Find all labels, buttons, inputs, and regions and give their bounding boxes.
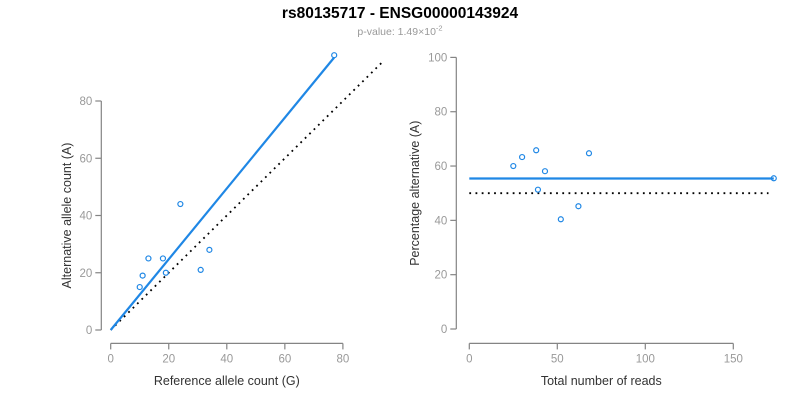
data-point bbox=[510, 162, 517, 170]
x-tick-label: 100 bbox=[636, 353, 655, 365]
data-point bbox=[177, 200, 184, 208]
x-tick-label: 60 bbox=[278, 353, 291, 365]
x-axis-title: Reference allele count (G) bbox=[154, 374, 300, 388]
y-axis-title: Percentage alternative (A) bbox=[408, 121, 422, 266]
x-tick-label: 0 bbox=[466, 353, 472, 365]
data-point bbox=[575, 203, 582, 210]
data-point bbox=[162, 269, 169, 276]
x-axis-title: Total number of reads bbox=[541, 374, 662, 388]
data-point bbox=[534, 186, 542, 193]
y-tick-label: 80 bbox=[435, 107, 448, 119]
y-tick-label: 100 bbox=[428, 52, 447, 64]
data-point bbox=[136, 283, 143, 291]
data-point bbox=[557, 216, 564, 223]
data-point bbox=[159, 255, 167, 262]
x-tick-label: 40 bbox=[220, 353, 233, 365]
data-point bbox=[139, 272, 146, 279]
dotted-reference-line bbox=[110, 60, 385, 331]
data-point bbox=[145, 255, 152, 262]
x-tick-label: 20 bbox=[162, 353, 175, 365]
x-tick-label: 50 bbox=[551, 353, 564, 365]
data-point bbox=[331, 52, 338, 59]
data-point bbox=[197, 266, 204, 273]
data-point bbox=[518, 153, 526, 161]
y-tick-label: 0 bbox=[441, 324, 447, 336]
x-tick-label: 80 bbox=[337, 353, 350, 365]
data-point bbox=[541, 168, 549, 175]
x-tick-label: 0 bbox=[107, 353, 113, 365]
pvalue-text: p-value: 1.49×10 bbox=[357, 26, 436, 38]
y-tick-label: 20 bbox=[435, 270, 448, 282]
y-tick-label: 60 bbox=[435, 161, 448, 173]
figure-title: rs80135717 - ENSG00000143924 bbox=[281, 5, 519, 22]
pvalue-exponent: -2 bbox=[435, 23, 443, 33]
data-point bbox=[585, 150, 593, 157]
y-tick-label: 60 bbox=[80, 153, 93, 165]
data-point bbox=[206, 246, 213, 253]
y-tick-label: 40 bbox=[435, 215, 448, 227]
y-tick-label: 20 bbox=[80, 268, 93, 280]
data-point bbox=[533, 147, 540, 154]
y-tick-label: 40 bbox=[80, 211, 93, 223]
y-tick-label: 80 bbox=[80, 96, 93, 108]
x-tick-label: 150 bbox=[724, 353, 743, 365]
y-axis-title: Alternative allele count (A) bbox=[60, 143, 74, 289]
y-tick-label: 0 bbox=[86, 325, 92, 337]
fit-line bbox=[109, 56, 336, 331]
figure-subtitle: p-value: 1.49×10-2 bbox=[0, 23, 800, 38]
data-point bbox=[770, 175, 777, 182]
